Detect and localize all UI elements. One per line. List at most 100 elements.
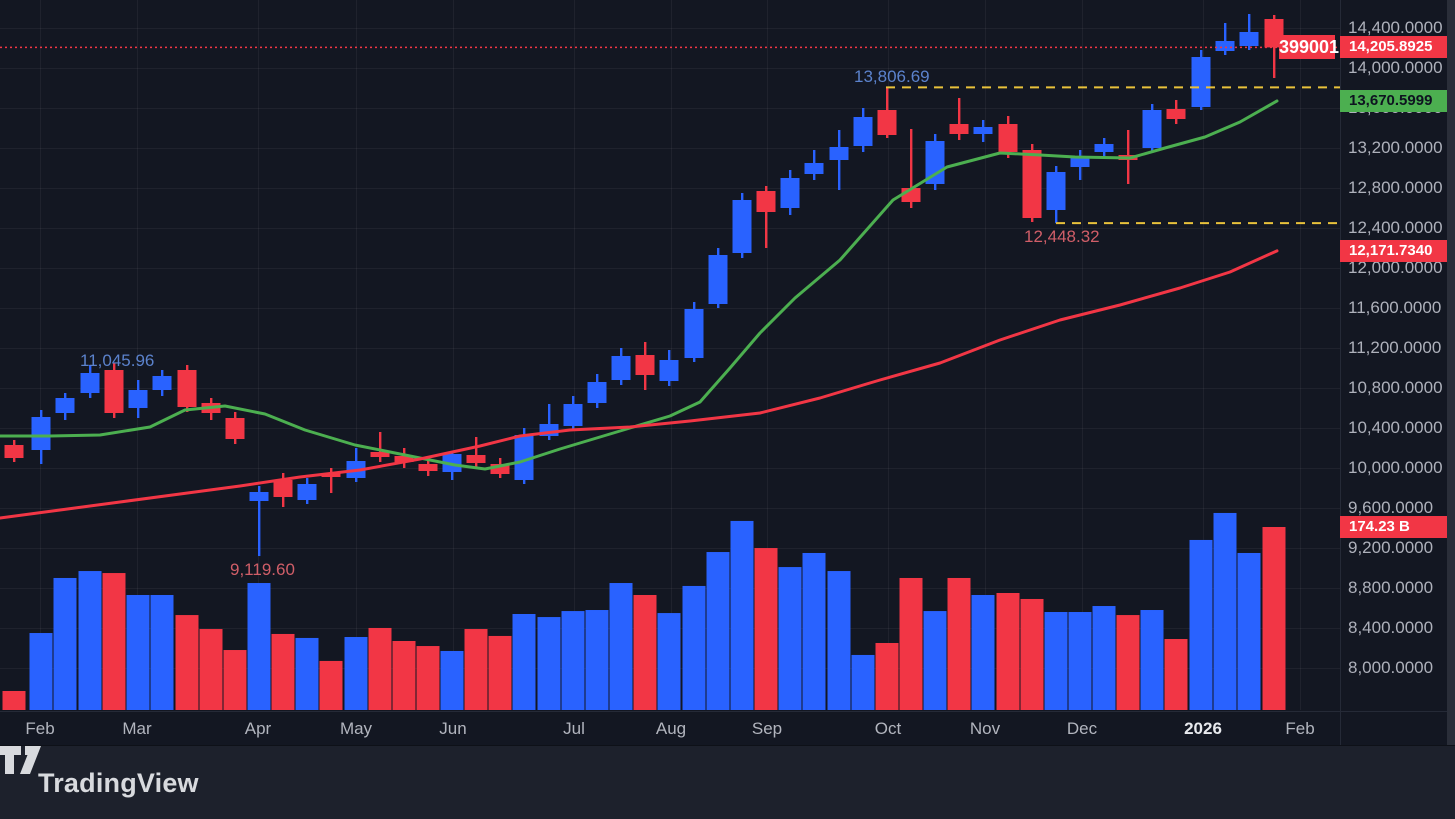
tradingview-icon — [0, 746, 41, 774]
price-axis-label: 14,000.0000 — [1348, 58, 1443, 77]
volume-bar — [1068, 612, 1092, 710]
candle-down — [998, 124, 1018, 152]
candle-down — [225, 418, 245, 439]
time-axis-label: May — [339, 719, 373, 738]
annotation-swing-low: 12,448.32 — [1024, 227, 1100, 246]
volume-bar — [392, 640, 416, 710]
price-axis-label: 12,800.0000 — [1348, 178, 1443, 197]
volume-bar — [416, 646, 440, 710]
time-axis-label: Feb — [1285, 719, 1315, 738]
price-axis-label: 9,200.0000 — [1348, 538, 1434, 557]
candle-up — [1070, 157, 1090, 167]
time-axis-label: Apr — [244, 719, 272, 738]
tradingview-logo[interactable]: TradingView — [0, 746, 199, 799]
time-axis-label: Feb — [25, 719, 55, 738]
volume-bar — [199, 629, 223, 710]
volume-bar — [464, 629, 488, 710]
volume-bar — [1092, 606, 1116, 710]
ma-slow-value-badge: 12,171.7340 — [1340, 239, 1447, 262]
time-axis-label: Dec — [1066, 719, 1098, 738]
volume-bar — [512, 614, 536, 710]
volume-bar — [1164, 638, 1188, 710]
price-axis-label: 8,000.0000 — [1348, 658, 1434, 677]
candle-up — [1094, 144, 1114, 152]
volume-bar — [102, 573, 126, 710]
candle-down — [104, 370, 124, 413]
candle-wick — [548, 404, 551, 440]
candle-up — [611, 356, 631, 380]
volume-bar — [561, 611, 585, 710]
volume-bar — [971, 594, 995, 710]
brand-name: TradingView — [38, 767, 199, 798]
candle-up — [732, 200, 752, 253]
candle-down — [949, 124, 969, 134]
price-axis-border — [1340, 0, 1341, 745]
volume-bar — [1189, 539, 1213, 710]
chart-pane[interactable]: 13,806.69 12,448.32 11,045.96 9,119.60 3… — [0, 0, 1455, 745]
candle-up — [659, 360, 679, 381]
volume-bar — [1044, 612, 1068, 710]
volume-bar — [633, 594, 657, 710]
volume-bar — [488, 635, 512, 710]
volume-value-badge: 174.23 B — [1340, 516, 1447, 538]
price-axis-label: 12,000.0000 — [1348, 258, 1443, 277]
price-axis-label: 11,600.0000 — [1348, 298, 1442, 317]
annotation-swing-high: 13,806.69 — [854, 67, 930, 86]
candle-wick — [475, 437, 478, 468]
volume-bar — [1213, 512, 1237, 710]
candle-wick — [330, 468, 333, 493]
candle-wick — [958, 98, 961, 140]
volume-bar — [271, 633, 295, 710]
volume-bar — [175, 615, 199, 710]
volume-bar — [344, 637, 368, 710]
volume-bar — [537, 617, 561, 710]
price-chart-canvas[interactable] — [0, 0, 1455, 745]
candle-up — [587, 382, 607, 403]
volume-bar — [802, 552, 826, 710]
volume-bar — [78, 571, 102, 710]
candle-wick — [258, 486, 261, 557]
candle-down — [321, 473, 341, 477]
time-axis-label: Jun — [439, 719, 467, 738]
candle-down — [418, 464, 438, 471]
time-axis-label: Aug — [655, 719, 687, 738]
volume-bar — [657, 613, 681, 710]
candle-down — [756, 191, 776, 212]
volume-bar — [368, 627, 392, 710]
scroll-strip[interactable] — [1447, 0, 1455, 745]
volume-bar — [2, 690, 26, 710]
candle-down — [1264, 19, 1284, 48]
candle-down — [466, 455, 486, 463]
candle-up — [973, 127, 993, 134]
candle-down — [1022, 150, 1042, 218]
volume-bar — [923, 611, 947, 710]
volume-bar — [126, 594, 150, 710]
volume-bar — [706, 552, 730, 710]
price-axis-label: 11,200.0000 — [1348, 338, 1442, 357]
time-axis-label: 2026 — [1184, 719, 1222, 738]
footer-bar: TradingView — [0, 745, 1455, 819]
candle-up — [152, 376, 172, 390]
volume-bar — [1262, 527, 1286, 710]
candle-up — [31, 417, 51, 450]
volume-bar — [319, 660, 343, 710]
volume-bar — [1140, 610, 1164, 710]
price-axis[interactable]: 14,205.8925 13,670.5999 12,171.7340 174.… — [1340, 0, 1447, 745]
time-axis-label: Jul — [563, 719, 585, 738]
candle-up — [55, 398, 75, 413]
candle-up — [804, 163, 824, 174]
ma-fast-line — [0, 99, 1279, 471]
time-axis[interactable]: Feb Mar Apr May Jun Jul Aug Sep Oct Nov Dec 2026 Feb — [0, 712, 1340, 745]
candle-down — [635, 355, 655, 375]
price-axis-label: 12,400.0000 — [1348, 218, 1443, 237]
volume-bar — [53, 577, 77, 710]
volume-bar — [585, 610, 609, 710]
price-axis-label: 8,800.0000 — [1348, 578, 1434, 597]
volume-bar — [295, 637, 319, 710]
volume-bar — [150, 594, 174, 710]
volume-bar — [29, 633, 53, 710]
volume-bar — [827, 571, 851, 710]
candle-up — [128, 390, 148, 408]
price-axis-label: 10,000.0000 — [1348, 458, 1443, 477]
volume-bar — [682, 585, 706, 710]
